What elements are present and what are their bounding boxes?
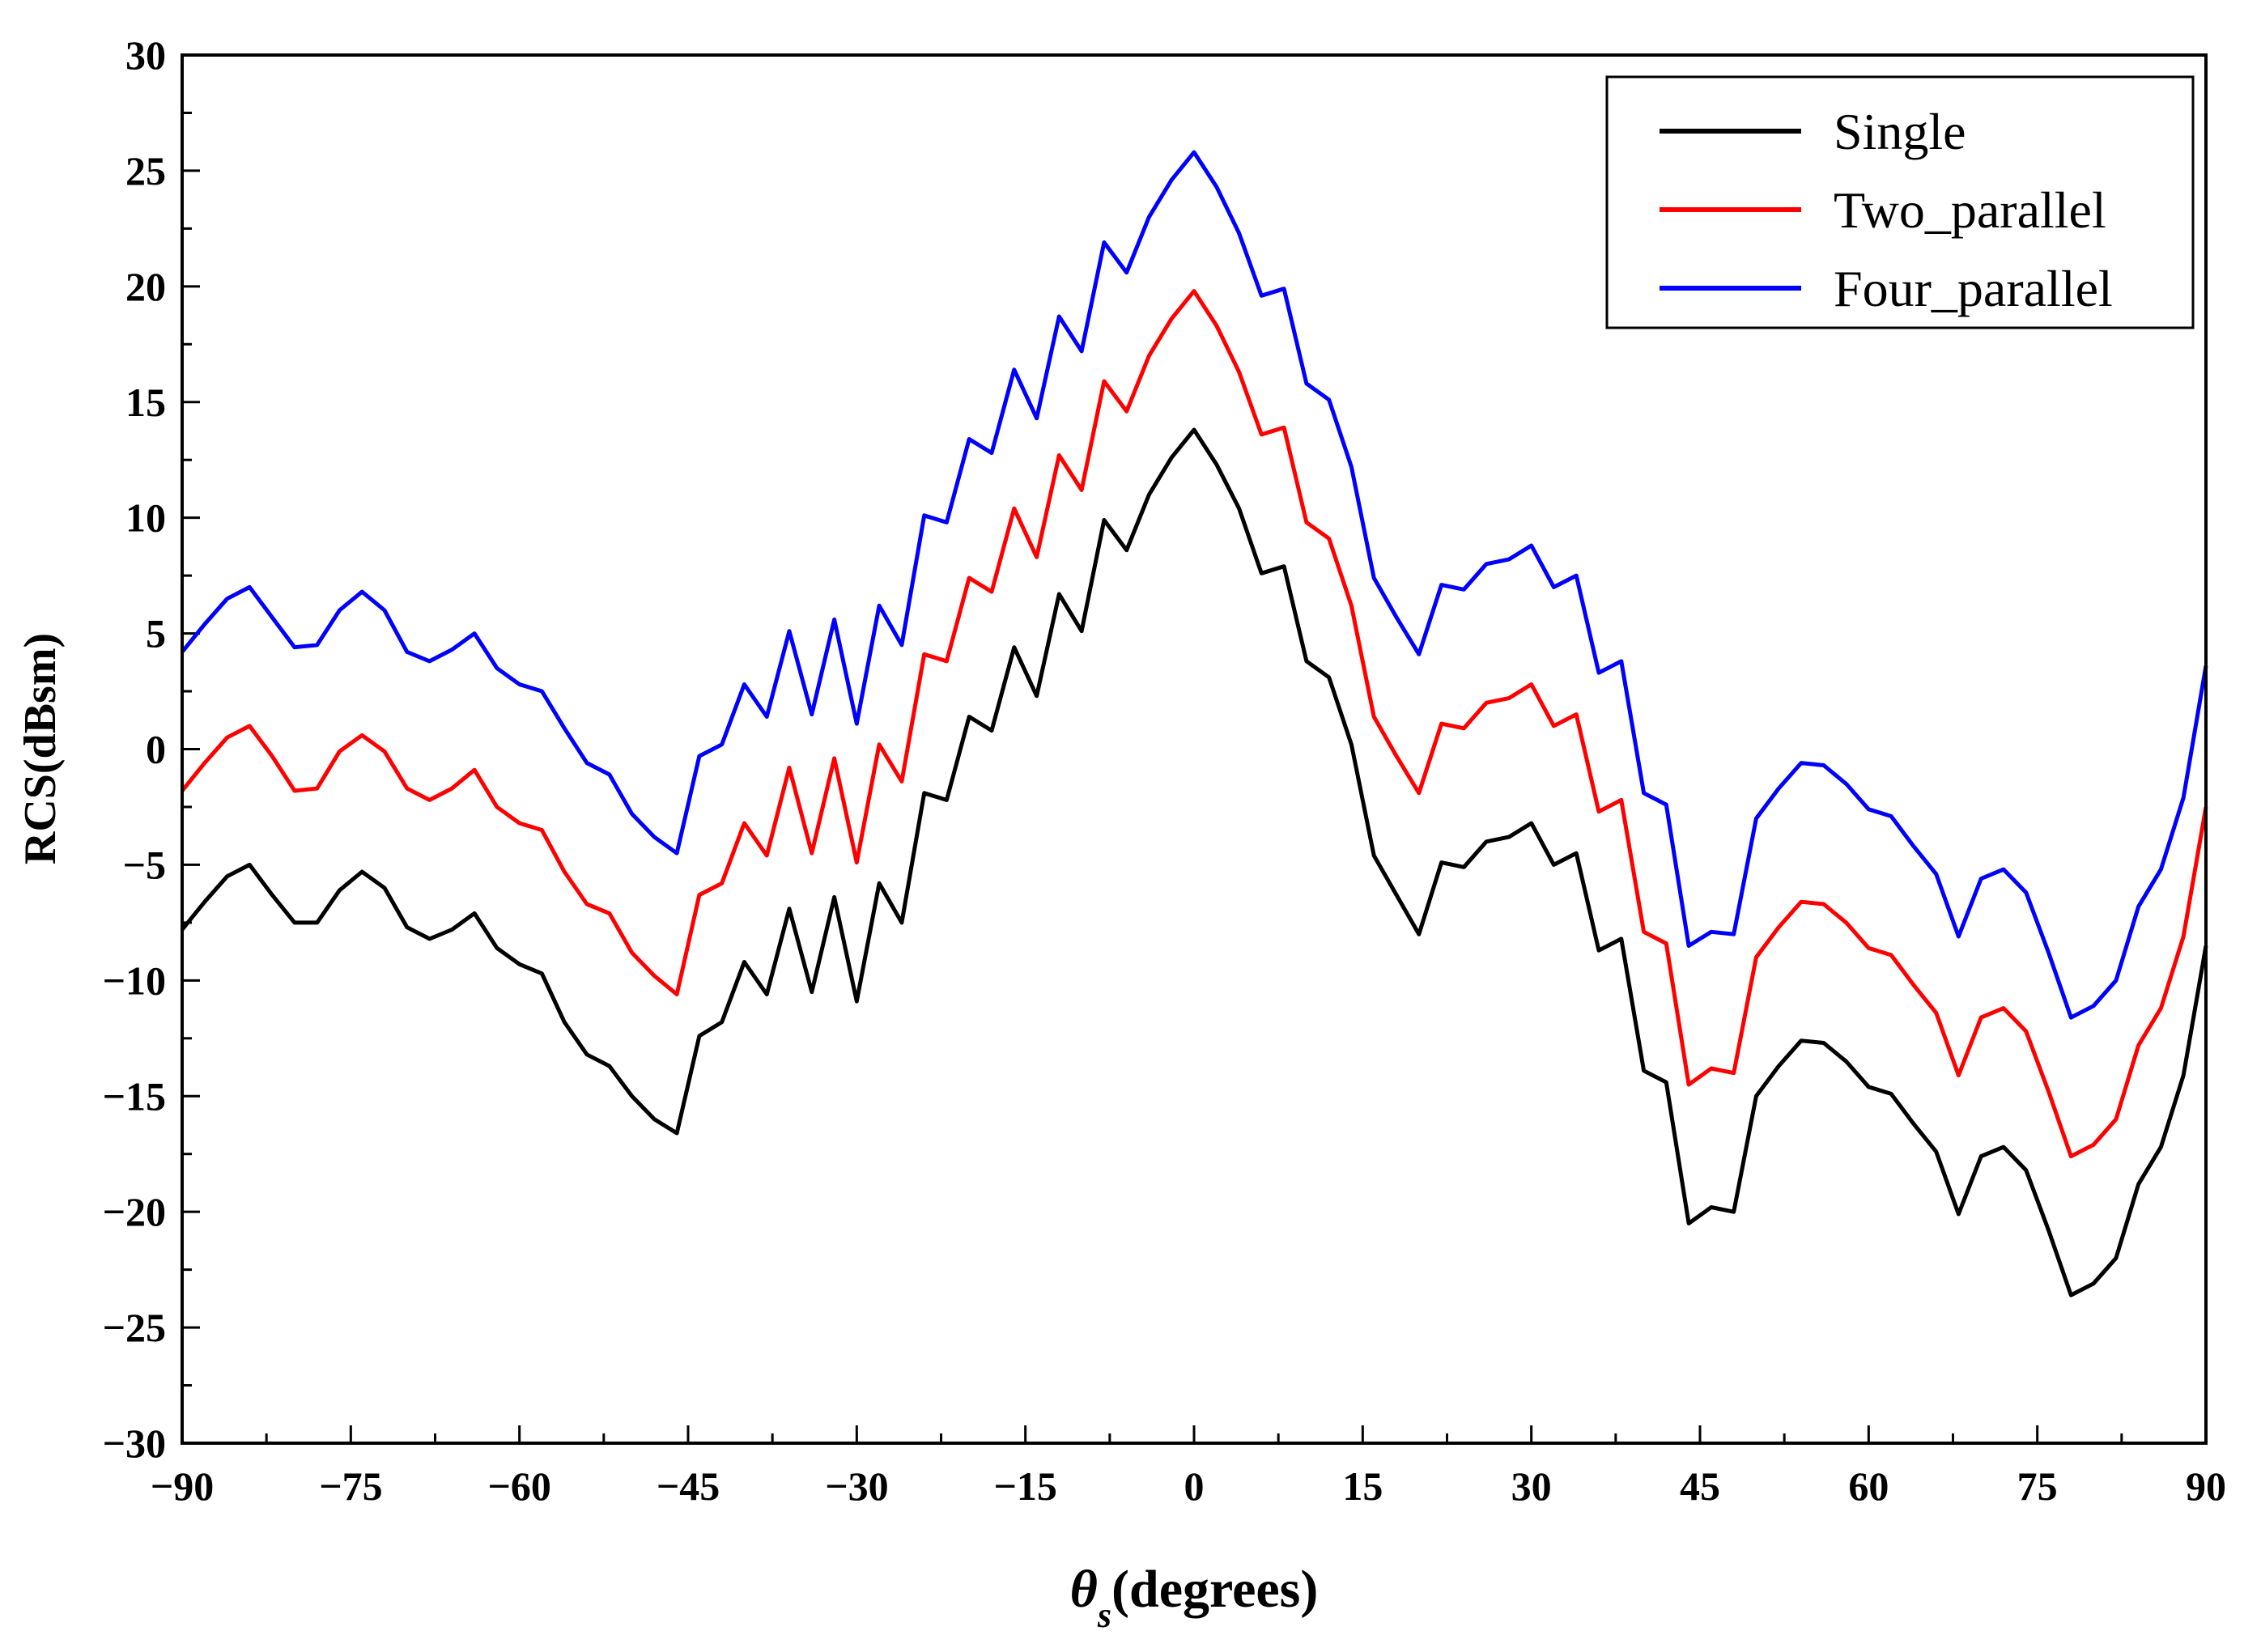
y-tick-label: −10 [103,958,167,1003]
x-tick-label: −45 [657,1463,720,1509]
y-tick-label: −5 [123,842,167,887]
y-tick-label: 10 [125,495,166,541]
series-line-four-parallel [181,150,2208,1020]
legend-label: Single [1834,103,1966,160]
x-tick-labels: −90 −75 −60 −45 −30 −15 0 15 30 45 60 75 90 [151,1463,2226,1509]
x-axis-symbol: θ [1070,1560,1098,1619]
y-tick-label: 30 [125,32,166,78]
legend: Single Two_parallel Four_parallel [1605,75,2195,329]
x-tick-label: 0 [1184,1463,1205,1509]
x-tick-label: 15 [1342,1463,1383,1509]
x-tick-label: 30 [1511,1463,1552,1509]
y-tick-label: −30 [103,1421,167,1466]
x-tick-label: −15 [993,1463,1057,1509]
x-tick-label: 90 [2186,1463,2226,1509]
y-tick-label: 20 [125,264,166,309]
series-lines [181,150,2208,1297]
x-tick-label: −90 [151,1463,215,1509]
y-tick-label: −15 [103,1073,167,1119]
x-tick-label: −75 [319,1463,383,1509]
series-line-two-parallel [181,289,2208,1159]
x-axis-subscript: s [1097,1595,1111,1635]
x-tick-label: −60 [487,1463,551,1509]
x-tick-label: −30 [825,1463,889,1509]
y-tick-label: −25 [103,1305,167,1350]
legend-label: Four_parallel [1834,260,2113,317]
y-tick-label: 25 [125,148,166,193]
series-line-single [181,427,2208,1297]
y-tick-label: 5 [146,611,166,656]
y-tick-label: 0 [146,727,166,772]
x-axis-units: (degrees) [1111,1560,1318,1619]
x-tick-label: 75 [2017,1463,2058,1509]
x-tick-label: 45 [1680,1463,1720,1509]
y-tick-label: −20 [103,1189,167,1234]
y-tick-labels: −30 −25 −20 −15 −10 −5 0 5 10 15 20 25 30 [103,32,167,1466]
x-tick-label: 60 [1848,1463,1889,1509]
plot-frame [181,53,2208,1445]
legend-label: Two_parallel [1834,181,2106,239]
x-axis-title: θs(degrees) [1070,1560,1319,1635]
y-tick-label: 15 [125,380,166,425]
y-axis-title: RCS(dBsm) [15,633,66,864]
